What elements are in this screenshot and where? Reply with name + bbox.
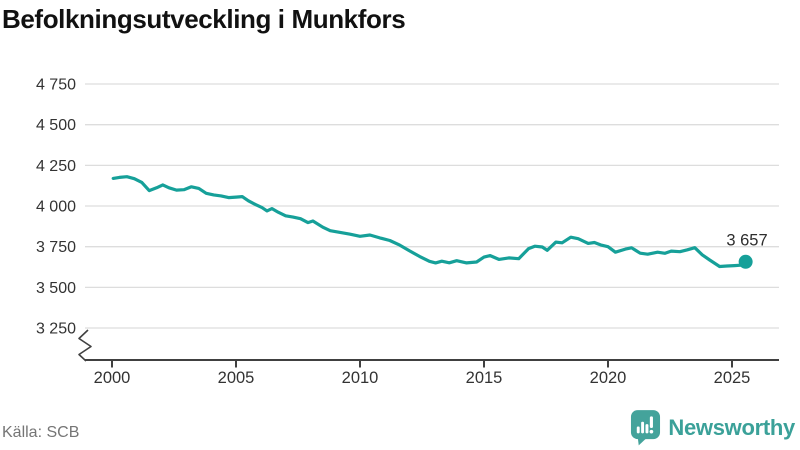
newsworthy-wordmark: Newsworthy (668, 414, 795, 440)
latest-value-label: 3 657 (726, 231, 767, 249)
axis-break-icon (78, 329, 92, 362)
x-axis-tick-label: 2015 (466, 369, 503, 387)
y-axis-tick-label: 3 750 (36, 239, 76, 256)
x-axis-tick-label: 2020 (590, 369, 627, 387)
chart-title: Befolkningsutveckling i Munkfors (2, 4, 406, 34)
population-line (111, 175, 748, 269)
y-axis-tick-label: 4 250 (36, 158, 76, 175)
y-axis-tick-label: 4 750 (36, 77, 76, 94)
y-axis-tick-label: 3 250 (36, 321, 76, 338)
newsworthy-bubble-chart-icon (631, 410, 661, 446)
x-axis-tick-label: 2025 (714, 369, 751, 387)
latest-value-dot (738, 254, 753, 269)
newsworthy-logo[interactable]: Newsworthy (630, 409, 795, 446)
source-label: Källa: SCB (2, 424, 80, 441)
x-axis-tick-label: 2010 (342, 369, 379, 387)
y-axis-tick-label: 4 000 (36, 199, 76, 216)
y-axis-tick-label: 3 500 (36, 280, 76, 297)
x-axis-tick-label: 2000 (94, 369, 131, 387)
x-axis-tick-label: 2005 (218, 369, 255, 387)
y-axis-tick-label: 4 500 (36, 117, 76, 134)
